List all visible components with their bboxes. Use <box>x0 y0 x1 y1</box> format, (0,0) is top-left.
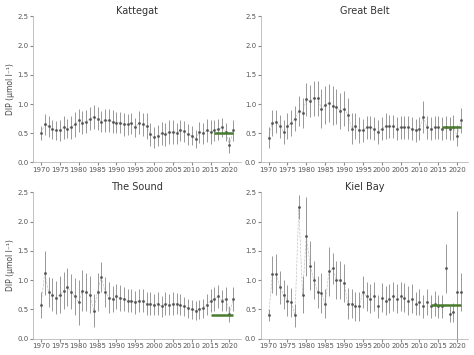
Title: Kattegat: Kattegat <box>116 6 158 16</box>
Y-axis label: DIP (μmol l⁻¹): DIP (μmol l⁻¹) <box>6 240 15 291</box>
Title: The Sound: The Sound <box>111 182 163 192</box>
Title: Great Belt: Great Belt <box>340 6 390 16</box>
Title: Kiel Bay: Kiel Bay <box>345 182 384 192</box>
Y-axis label: DIP (μmol l⁻¹): DIP (μmol l⁻¹) <box>6 64 15 115</box>
